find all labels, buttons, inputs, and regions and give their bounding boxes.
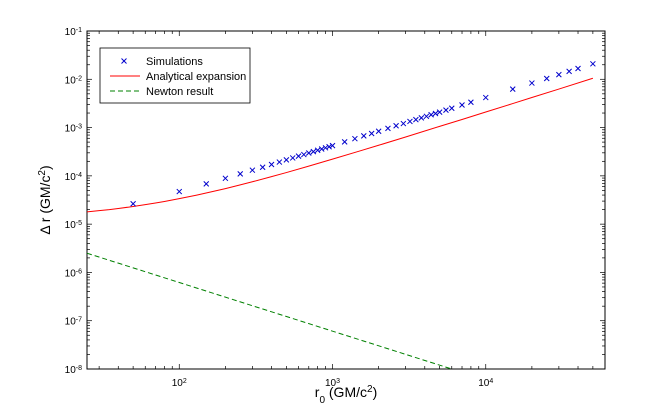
data-point bbox=[329, 142, 336, 149]
y-tick-label: 10-6 bbox=[65, 268, 82, 280]
data-point bbox=[432, 110, 439, 117]
data-point bbox=[249, 167, 256, 174]
y-tick-label: 10-2 bbox=[65, 75, 82, 87]
data-point bbox=[318, 146, 325, 152]
legend-label-newton: Newton result bbox=[146, 86, 213, 98]
x-axis-label: r0 (GM/c2) bbox=[315, 384, 377, 406]
legend: Simulations Analytical expansion Newton … bbox=[99, 47, 251, 104]
series-simulations bbox=[130, 60, 596, 207]
y-tick-label: 10-8 bbox=[65, 365, 82, 377]
data-point bbox=[375, 128, 382, 135]
data-point bbox=[418, 114, 425, 121]
legend-entry-simulations: Simulations bbox=[121, 56, 203, 68]
data-point bbox=[289, 155, 296, 161]
data-point bbox=[314, 147, 321, 154]
data-point bbox=[283, 157, 290, 163]
data-point bbox=[385, 125, 391, 132]
y-tick-label: 10-3 bbox=[65, 123, 82, 135]
x-tick-label: 103 bbox=[325, 378, 340, 390]
data-point bbox=[176, 188, 183, 195]
data-point bbox=[529, 80, 535, 86]
data-point bbox=[222, 175, 229, 182]
data-point bbox=[322, 144, 329, 151]
data-point bbox=[368, 130, 375, 137]
data-point bbox=[448, 105, 455, 112]
data-point bbox=[482, 94, 489, 101]
series-analytical-line bbox=[87, 77, 594, 213]
legend-marker-simulations bbox=[121, 58, 127, 64]
y-tick-label: 10-7 bbox=[65, 316, 82, 328]
x-tick-label: 104 bbox=[478, 378, 493, 390]
data-point bbox=[543, 75, 550, 82]
data-point bbox=[360, 133, 367, 139]
data-point bbox=[203, 181, 210, 187]
data-point bbox=[556, 71, 562, 78]
data-point bbox=[468, 99, 474, 106]
data-point bbox=[326, 143, 332, 150]
data-point bbox=[443, 107, 449, 113]
y-tick-label: 10-5 bbox=[65, 220, 82, 232]
data-point bbox=[590, 60, 596, 67]
legend-entry-analytical: Analytical expansion bbox=[110, 71, 246, 83]
y-tick-label: 10-4 bbox=[65, 171, 82, 183]
data-point bbox=[436, 109, 443, 115]
legend-label-simulations: Simulations bbox=[146, 56, 203, 68]
data-point bbox=[352, 135, 358, 142]
x-tick-label: 102 bbox=[172, 378, 187, 390]
data-point bbox=[341, 139, 348, 145]
data-point bbox=[295, 153, 302, 159]
data-point bbox=[575, 65, 581, 72]
data-point bbox=[237, 171, 244, 177]
legend-entry-newton: Newton result bbox=[110, 86, 213, 98]
data-point bbox=[566, 68, 572, 75]
data-point bbox=[459, 102, 465, 108]
legend-label-analytical: Analytical expansion bbox=[146, 71, 246, 83]
data-point bbox=[423, 113, 430, 120]
data-point bbox=[130, 200, 136, 207]
data-point bbox=[300, 151, 307, 158]
data-point bbox=[413, 116, 419, 123]
data-point bbox=[268, 161, 275, 168]
data-point bbox=[276, 159, 283, 165]
data-point bbox=[400, 120, 407, 127]
y-axis-label: Δ r (GM/c2) bbox=[37, 165, 54, 234]
data-point bbox=[393, 122, 399, 129]
y-tick-label: 10-1 bbox=[65, 27, 82, 39]
data-point bbox=[310, 148, 317, 155]
data-point bbox=[509, 86, 516, 92]
data-point bbox=[305, 150, 312, 156]
data-point bbox=[259, 164, 266, 171]
data-point bbox=[407, 118, 413, 125]
data-point bbox=[428, 111, 434, 118]
